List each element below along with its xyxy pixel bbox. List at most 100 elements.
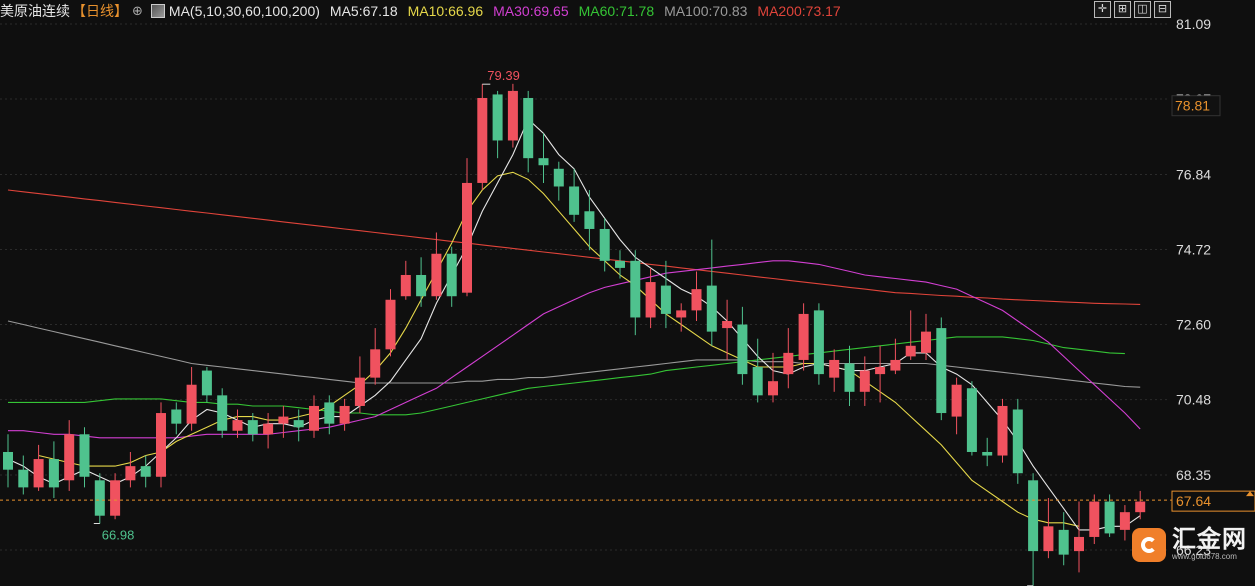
- candle-body[interactable]: [324, 402, 335, 424]
- candle-body[interactable]: [477, 97, 488, 183]
- candle-body[interactable]: [171, 409, 182, 424]
- candle-body[interactable]: [630, 260, 641, 318]
- candle[interactable]: [584, 190, 595, 251]
- candle-body[interactable]: [156, 413, 166, 477]
- candle-body[interactable]: [722, 321, 733, 329]
- candle-body[interactable]: [217, 395, 228, 431]
- split-panel-icon[interactable]: ◫: [1134, 1, 1151, 18]
- candle[interactable]: [798, 303, 809, 371]
- candle[interactable]: [737, 306, 748, 385]
- candle-body[interactable]: [966, 388, 977, 452]
- candle[interactable]: [339, 398, 350, 431]
- candle[interactable]: [247, 413, 258, 442]
- candle-body[interactable]: [293, 420, 304, 428]
- candle-body[interactable]: [64, 434, 75, 481]
- candle[interactable]: [660, 260, 671, 329]
- candle-body[interactable]: [676, 310, 687, 318]
- candle[interactable]: [462, 158, 472, 297]
- candle[interactable]: [507, 83, 518, 148]
- candle[interactable]: [1089, 494, 1100, 545]
- candle[interactable]: [538, 133, 549, 183]
- candle[interactable]: [232, 409, 243, 438]
- candle[interactable]: [431, 232, 442, 300]
- candle-body[interactable]: [951, 384, 962, 417]
- candle[interactable]: [966, 381, 977, 456]
- candle-body[interactable]: [3, 451, 13, 470]
- candle[interactable]: [309, 395, 319, 438]
- candle[interactable]: [829, 349, 840, 392]
- candle-body[interactable]: [492, 94, 503, 141]
- candle-body[interactable]: [737, 324, 748, 375]
- candle[interactable]: [645, 267, 656, 329]
- candle[interactable]: [324, 395, 335, 435]
- candle-body[interactable]: [615, 260, 625, 268]
- candle[interactable]: [416, 257, 427, 307]
- candle[interactable]: [263, 413, 274, 449]
- candle-body[interactable]: [79, 434, 90, 477]
- candle-body[interactable]: [1074, 536, 1084, 552]
- candle-body[interactable]: [125, 466, 136, 481]
- candle-body[interactable]: [523, 97, 534, 159]
- candle-body[interactable]: [1135, 501, 1146, 513]
- candle[interactable]: [615, 250, 625, 279]
- candle-body[interactable]: [982, 451, 993, 456]
- candle-body[interactable]: [752, 367, 763, 396]
- candle-body[interactable]: [829, 359, 840, 378]
- candle[interactable]: [48, 441, 59, 499]
- candle[interactable]: [186, 367, 197, 431]
- candle[interactable]: [890, 338, 901, 375]
- collapse-panel-icon[interactable]: ⊟: [1154, 1, 1171, 18]
- candle[interactable]: [630, 250, 641, 336]
- candle-body[interactable]: [1043, 526, 1054, 552]
- candle-body[interactable]: [263, 423, 274, 435]
- candle[interactable]: [982, 437, 993, 467]
- candle-body[interactable]: [1028, 480, 1039, 552]
- candle-body[interactable]: [431, 253, 442, 297]
- candle-body[interactable]: [645, 282, 656, 318]
- candle[interactable]: [18, 455, 29, 495]
- candle[interactable]: [140, 455, 151, 488]
- candle[interactable]: [951, 377, 962, 435]
- candle-body[interactable]: [859, 370, 870, 392]
- ma-params-label[interactable]: MA(5,10,30,60,100,200): [168, 3, 320, 19]
- candle-body[interactable]: [783, 352, 794, 375]
- candle-body[interactable]: [446, 253, 457, 297]
- candle-body[interactable]: [201, 370, 212, 396]
- candle-body[interactable]: [660, 285, 671, 314]
- candle[interactable]: [370, 328, 381, 385]
- candles[interactable]: [3, 83, 1146, 586]
- candle[interactable]: [446, 246, 457, 307]
- ma-indicator-icon[interactable]: [150, 4, 165, 18]
- candle-body[interactable]: [232, 420, 243, 431]
- candle[interactable]: [217, 388, 228, 438]
- candle[interactable]: [936, 317, 947, 421]
- candle-body[interactable]: [997, 405, 1008, 456]
- candle-body[interactable]: [890, 359, 901, 371]
- candle-body[interactable]: [875, 367, 886, 375]
- candle-body[interactable]: [94, 480, 105, 516]
- candle[interactable]: [676, 303, 687, 332]
- candle[interactable]: [722, 299, 733, 360]
- candle-body[interactable]: [553, 168, 564, 187]
- candle[interactable]: [1104, 494, 1115, 537]
- candle-body[interactable]: [309, 405, 319, 431]
- candle[interactable]: [813, 303, 824, 385]
- crosshair-icon[interactable]: ✛: [1094, 1, 1111, 18]
- candle[interactable]: [859, 356, 870, 406]
- candle-body[interactable]: [278, 416, 289, 424]
- add-indicator-icon[interactable]: ⊕: [132, 3, 143, 18]
- candle-body[interactable]: [691, 289, 702, 311]
- candle[interactable]: [1012, 398, 1023, 484]
- candle[interactable]: [79, 427, 90, 488]
- candle[interactable]: [385, 289, 396, 357]
- candle-body[interactable]: [584, 211, 595, 229]
- candle-body[interactable]: [1089, 501, 1100, 537]
- candle[interactable]: [477, 84, 488, 191]
- candle-body[interactable]: [416, 274, 427, 297]
- candle[interactable]: [1043, 498, 1054, 559]
- candle[interactable]: [33, 444, 44, 491]
- candle-body[interactable]: [1012, 409, 1023, 474]
- candle[interactable]: [752, 338, 763, 403]
- candle[interactable]: [293, 409, 304, 442]
